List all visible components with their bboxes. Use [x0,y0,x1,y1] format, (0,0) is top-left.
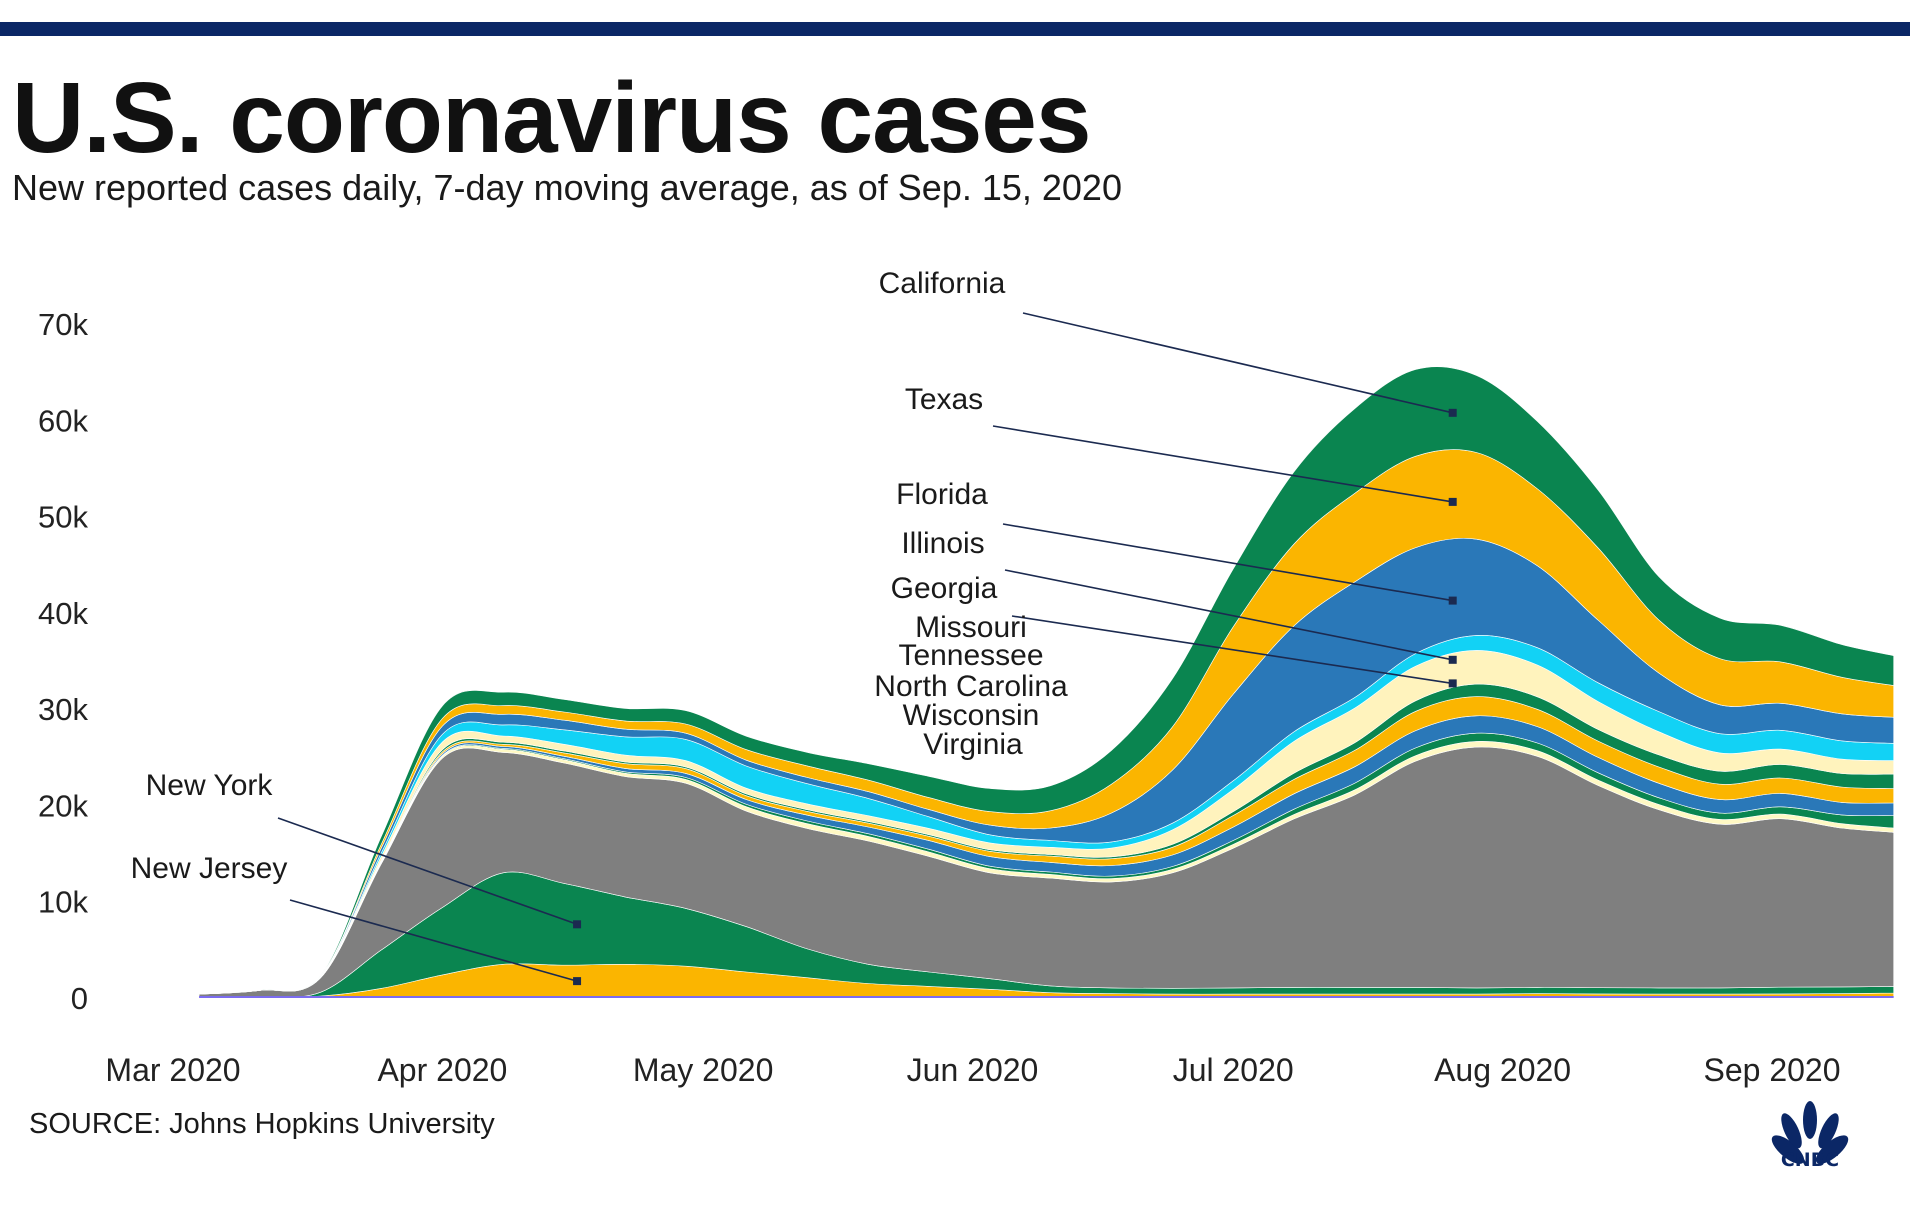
annotation-label-texas: Texas [905,383,983,416]
leader-line-new-jersey [289,899,578,982]
leader-line-texas [992,425,1453,503]
y-tick-label: 30k [38,692,88,727]
annotation-label-tennessee: Tennessee [898,639,1043,672]
x-tick-label: Mar 2020 [105,1052,240,1088]
y-tick-label: 50k [38,500,88,535]
y-tick-label: 0 [71,981,88,1016]
annotation-label-florida: Florida [896,478,988,511]
page-title: U.S. coronavirus cases [12,62,1092,174]
peacock-icon [1771,1101,1849,1164]
source-note: SOURCE: Johns Hopkins University [29,1108,495,1140]
x-tick-label: May 2020 [633,1052,774,1088]
y-axis: 0 10k 20k 30k 40k 50k 60k 70k [38,307,88,1016]
annotation-label-wisconsin: Wisconsin [903,699,1040,732]
y-tick-label: 20k [38,788,88,823]
marker-new-york [573,920,582,929]
y-tick-label: 40k [38,596,88,631]
x-tick-label: Jun 2020 [907,1052,1039,1088]
leader-line-california [1022,312,1453,414]
area-california [199,366,1894,995]
annotation-label-illinois: Illinois [901,527,984,560]
annotation-label-north-carolina: North Carolina [874,670,1068,703]
annotation-label-new-jersey: New Jersey [131,852,288,885]
y-tick-label: 70k [38,307,88,342]
cnbc-logo-text: CNBC [1781,1149,1839,1170]
series-areas [198,366,1894,998]
x-tick-label: Apr 2020 [377,1052,507,1088]
leader-line-georgia [1011,615,1453,685]
annotation-label-california: California [879,267,1006,300]
annotation-label-new-york: New York [146,769,274,802]
top-rule [0,22,1910,36]
marker-georgia [1448,679,1457,688]
annotation-label-missouri: Missouri [915,611,1027,644]
marker-new-jersey [573,977,582,986]
y-tick-label: 10k [38,885,88,920]
x-tick-label: Sep 2020 [1703,1052,1840,1088]
page-subtitle: New reported cases daily, 7-day moving a… [12,167,1122,208]
annotation-label-virginia: Virginia [923,728,1023,761]
x-tick-label: Jul 2020 [1173,1052,1294,1088]
annotation-label-georgia: Georgia [891,572,998,605]
x-tick-label: Aug 2020 [1434,1052,1571,1088]
marker-california [1448,408,1457,417]
annotations: California Texas Florida Illinois Georgia Mis… [131,267,1457,986]
leader-line-florida [1002,523,1453,602]
marker-florida [1448,596,1457,605]
cnbc-logo: CNBC [1771,1101,1849,1170]
marker-illinois [1448,655,1457,664]
leader-line-new-york [277,817,578,926]
y-tick-label: 60k [38,403,88,438]
leader-line-illinois [1004,569,1453,661]
x-axis: Mar 2020 Apr 2020 May 2020 Jun 2020 Jul 2020… [105,1052,1840,1088]
marker-texas [1448,497,1457,506]
